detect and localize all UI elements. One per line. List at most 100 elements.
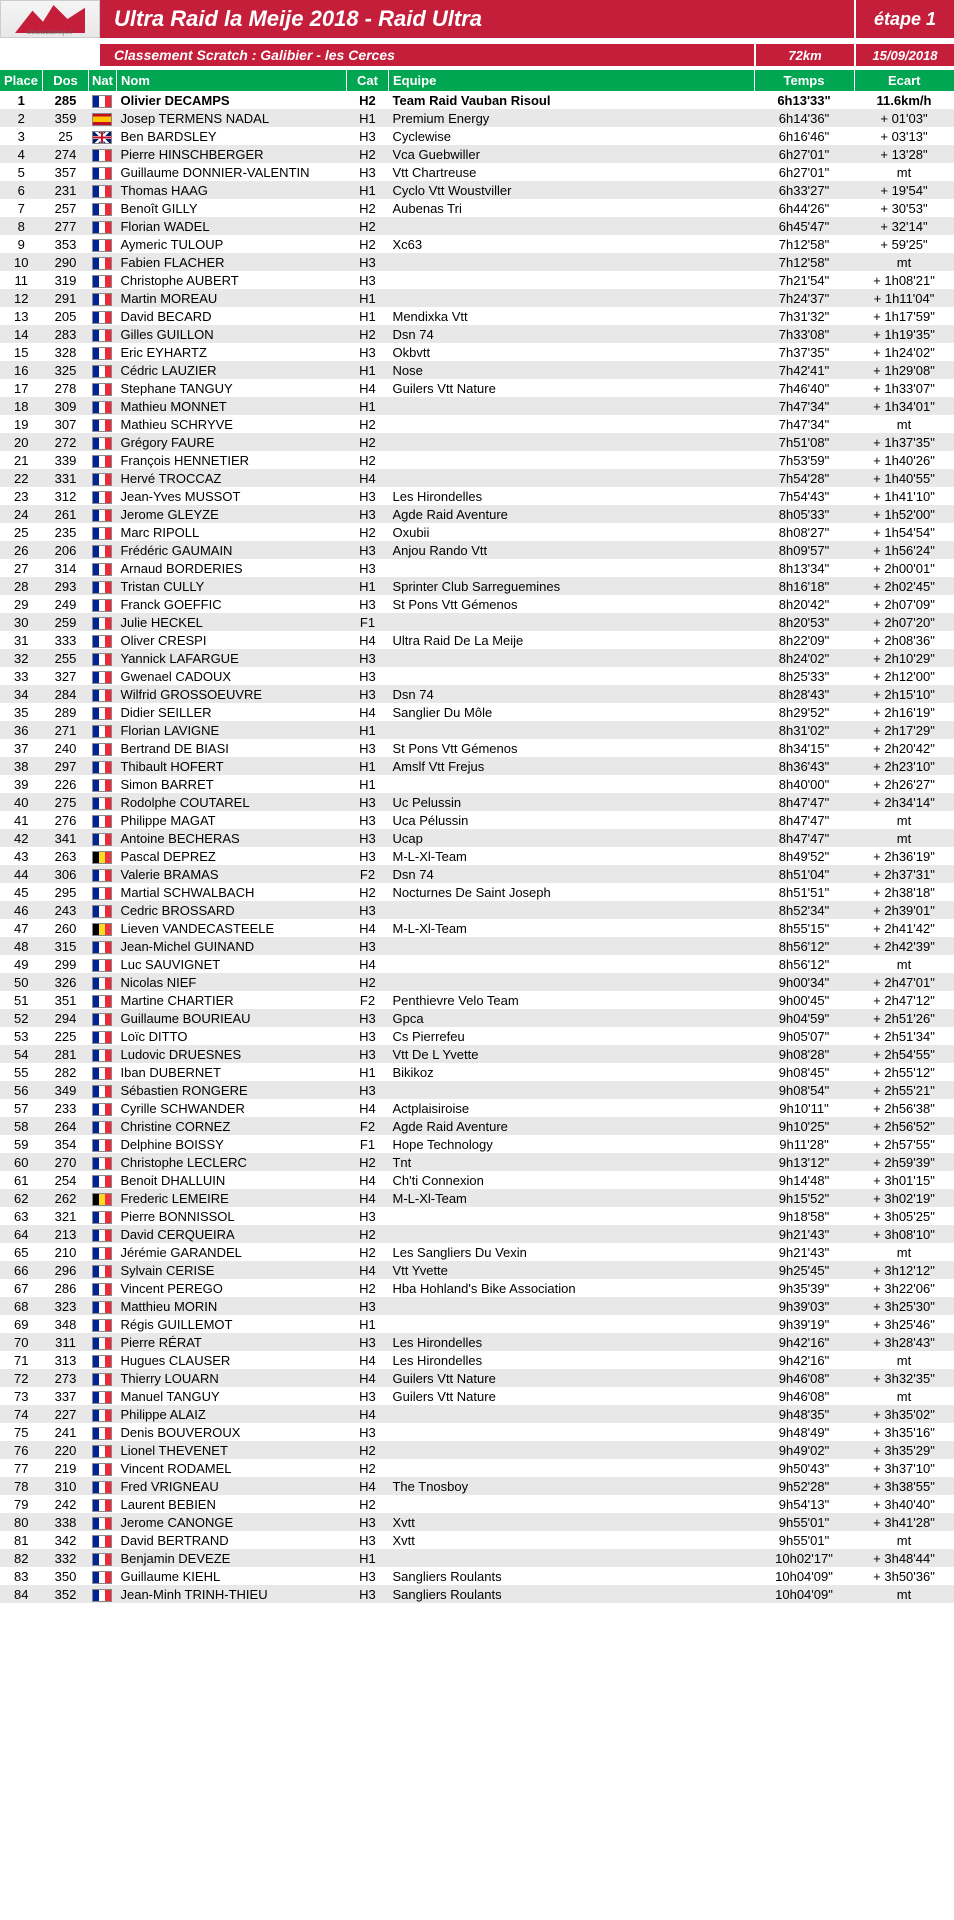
cell-ecart: + 1h17'59" [854,307,954,325]
table-row: 36271Florian LAVIGNEH18h31'02"+ 2h17'29" [0,721,954,739]
cell-place: 79 [0,1495,42,1513]
ranking-title: Classement Scratch : Galibier - les Cerc… [100,44,754,66]
cell-temps: 7h21'54" [754,271,854,289]
cell-cat: H3 [346,649,388,667]
flag-icon [92,581,112,594]
cell-cat: H4 [346,631,388,649]
cell-cat: H2 [346,199,388,217]
cell-place: 34 [0,685,42,703]
table-row: 18309Mathieu MONNETH17h47'34"+ 1h34'01" [0,397,954,415]
flag-icon [92,1517,112,1530]
cell-nat [88,991,116,1009]
cell-ecart: + 3h05'25" [854,1207,954,1225]
cell-equipe [388,1441,754,1459]
cell-cat: H2 [346,1243,388,1261]
cell-cat: H3 [346,1333,388,1351]
cell-equipe: Cs Pierrefeu [388,1027,754,1045]
flag-icon [92,671,112,684]
cell-nat [88,379,116,397]
cell-equipe: Les Hirondelles [388,1333,754,1351]
cell-nat [88,1027,116,1045]
cell-place: 23 [0,487,42,505]
flag-icon [92,1553,112,1566]
cell-nom: François HENNETIER [116,451,346,469]
cell-nat [88,631,116,649]
cell-ecart: + 3h28'43" [854,1333,954,1351]
cell-equipe: Hba Hohland's Bike Association [388,1279,754,1297]
cell-nom: David BECARD [116,307,346,325]
cell-equipe: Oxubii [388,523,754,541]
cell-dos: 332 [42,1549,88,1567]
cell-nat [88,1351,116,1369]
cell-nom: Fred VRIGNEAU [116,1477,346,1495]
cell-cat: H2 [346,523,388,541]
cell-cat: H1 [346,307,388,325]
cell-nom: Thierry LOUARN [116,1369,346,1387]
cell-equipe: Les Sangliers Du Vexin [388,1243,754,1261]
cell-dos: 296 [42,1261,88,1279]
cell-equipe: Uca Pélussin [388,811,754,829]
cell-equipe [388,469,754,487]
cell-dos: 297 [42,757,88,775]
table-row: 21339François HENNETIERH27h53'59"+ 1h40'… [0,451,954,469]
cell-cat: H3 [346,1081,388,1099]
cell-temps: 9h48'35" [754,1405,854,1423]
cell-place: 61 [0,1171,42,1189]
cell-ecart: + 2h41'42" [854,919,954,937]
flag-icon [92,707,112,720]
cell-nat [88,1117,116,1135]
cell-nat [88,1225,116,1243]
cell-temps: 9h11'28" [754,1135,854,1153]
flag-icon [92,995,112,1008]
cell-cat: H1 [346,181,388,199]
cell-dos: 313 [42,1351,88,1369]
cell-equipe [388,955,754,973]
cell-equipe: Okbvtt [388,343,754,361]
cell-equipe: Guilers Vtt Nature [388,1369,754,1387]
cell-dos: 274 [42,145,88,163]
cell-ecart: + 3h35'16" [854,1423,954,1441]
cell-cat: H2 [346,145,388,163]
cell-dos: 342 [42,1531,88,1549]
cell-place: 35 [0,703,42,721]
flag-icon [92,617,112,630]
cell-cat: H1 [346,361,388,379]
table-row: 49299Luc SAUVIGNETH48h56'12"mt [0,955,954,973]
cell-place: 70 [0,1333,42,1351]
table-row: 46243Cedric BROSSARDH38h52'34"+ 2h39'01" [0,901,954,919]
table-row: 40275Rodolphe COUTARELH3Uc Pelussin8h47'… [0,793,954,811]
cell-cat: H1 [346,1549,388,1567]
cell-nom: Marc RIPOLL [116,523,346,541]
flag-icon [92,635,112,648]
cell-nom: Ben BARDSLEY [116,127,346,145]
cell-dos: 276 [42,811,88,829]
table-row: 34284Wilfrid GROSSOEUVREH3Dsn 748h28'43"… [0,685,954,703]
cell-ecart: + 1h29'08" [854,361,954,379]
cell-nom: Florian WADEL [116,217,346,235]
cell-place: 5 [0,163,42,181]
table-row: 24261Jerome GLEYZEH3Agde Raid Aventure8h… [0,505,954,523]
cell-temps: 8h56'12" [754,955,854,973]
cell-dos: 262 [42,1189,88,1207]
flag-icon [92,527,112,540]
flag-icon [92,167,112,180]
cell-nat [88,1315,116,1333]
cell-nat [88,253,116,271]
cell-temps: 8h05'33" [754,505,854,523]
cell-nat [88,1369,116,1387]
cell-dos: 241 [42,1423,88,1441]
table-row: 14283Gilles GUILLONH2Dsn 747h33'08"+ 1h1… [0,325,954,343]
cell-equipe [388,973,754,991]
cell-nom: Thibault HOFERT [116,757,346,775]
cell-cat: H4 [346,1189,388,1207]
cell-equipe [388,1405,754,1423]
cell-ecart: + 3h25'30" [854,1297,954,1315]
cell-nom: Jean-Minh TRINH-THIEU [116,1585,346,1603]
cell-ecart: mt [854,829,954,847]
cell-place: 54 [0,1045,42,1063]
cell-nom: Fabien FLACHER [116,253,346,271]
cell-dos: 286 [42,1279,88,1297]
flag-icon [92,887,112,900]
cell-temps: 7h33'08" [754,325,854,343]
cell-ecart: mt [854,1351,954,1369]
